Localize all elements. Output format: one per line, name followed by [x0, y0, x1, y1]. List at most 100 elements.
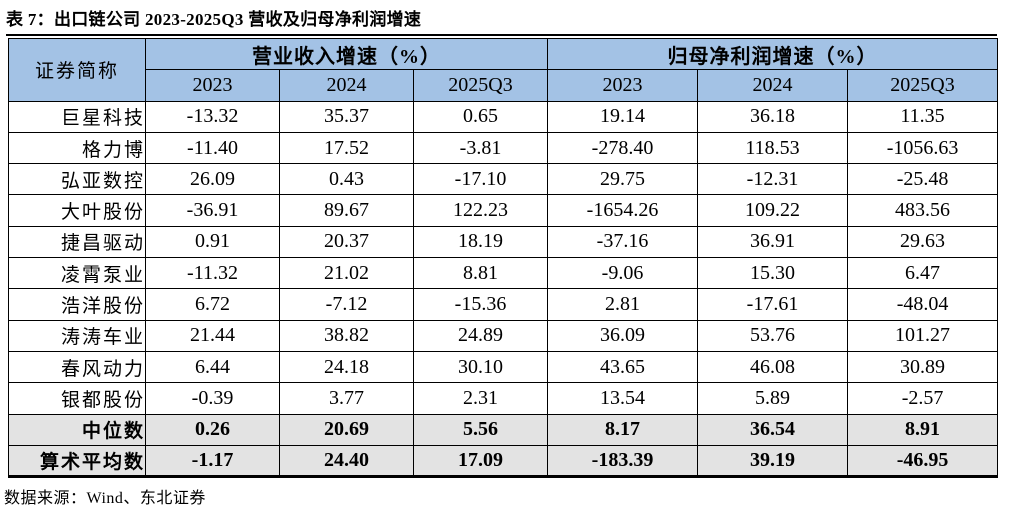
value-cell: -46.95	[847, 444, 999, 479]
value-cell: -3.81	[412, 131, 549, 165]
company-name-cell: 弘亚数控	[8, 163, 146, 196]
company-name-cell: 捷昌驱动	[8, 225, 146, 259]
value-cell: 39.19	[697, 444, 849, 479]
value-cell: -1056.63	[847, 131, 999, 165]
value-cell: 29.63	[847, 225, 999, 259]
value-cell: -7.12	[279, 288, 414, 321]
value-cell: -11.40	[145, 131, 280, 165]
value-cell: 21.44	[145, 319, 280, 352]
value-cell: -17.61	[697, 288, 849, 321]
company-name-cell: 大叶股份	[8, 194, 146, 227]
company-name-cell: 算术平均数	[8, 444, 146, 479]
value-cell: 20.37	[279, 225, 414, 259]
corner-header: 证券简称	[8, 38, 146, 102]
value-cell: 19.14	[547, 100, 699, 133]
value-cell: 3.77	[279, 382, 414, 415]
value-cell: 6.44	[145, 350, 280, 384]
company-name-cell: 巨星科技	[8, 100, 146, 133]
value-cell: 18.19	[412, 225, 549, 259]
value-cell: 30.89	[847, 350, 999, 384]
value-cell: 5.56	[412, 413, 549, 446]
value-cell: -2.57	[847, 382, 999, 415]
value-cell: 46.08	[697, 350, 849, 384]
value-cell: 0.65	[412, 100, 549, 133]
value-cell: 6.47	[847, 257, 999, 290]
value-cell: 109.22	[697, 194, 849, 227]
value-cell: 53.76	[697, 319, 849, 352]
table-row: 银都股份 -0.39 3.77 2.31 13.54 5.89 -2.57	[8, 382, 999, 415]
value-cell: -183.39	[547, 444, 699, 479]
value-cell: 8.91	[847, 413, 999, 446]
value-cell: 101.27	[847, 319, 999, 352]
value-cell: -37.16	[547, 225, 699, 259]
value-cell: -15.36	[412, 288, 549, 321]
table-row: 浩洋股份 6.72 -7.12 -15.36 2.81 -17.61 -48.04	[8, 288, 999, 321]
value-cell: 0.43	[279, 163, 414, 196]
value-cell: 483.56	[847, 194, 999, 227]
value-cell: 6.72	[145, 288, 280, 321]
value-cell: 36.91	[697, 225, 849, 259]
table-row: 格力博 -11.40 17.52 -3.81 -278.40 118.53 -1056.63	[8, 131, 999, 165]
value-cell: 30.10	[412, 350, 549, 384]
year-header-revenue-2024: 2024	[279, 69, 414, 102]
table-title: 表 7：出口链公司 2023-2025Q3 营收及归母净利润增速	[6, 3, 997, 36]
table-row: 大叶股份 -36.91 89.67 122.23 -1654.26 109.22 483.5…	[8, 194, 999, 227]
value-cell: 38.82	[279, 319, 414, 352]
summary-row: 中位数 0.26 20.69 5.56 8.17 36.54 8.91	[8, 413, 999, 446]
company-name-cell: 银都股份	[8, 382, 146, 415]
value-cell: 15.30	[697, 257, 849, 290]
year-header-profit-2023: 2023	[547, 69, 699, 102]
value-cell: 17.52	[279, 131, 414, 165]
value-cell: 20.69	[279, 413, 414, 446]
value-cell: -36.91	[145, 194, 280, 227]
value-cell: -48.04	[847, 288, 999, 321]
year-header-profit-2025q3: 2025Q3	[847, 69, 999, 102]
group-header-revenue: 营业收入增速（%）	[144, 37, 549, 71]
value-cell: 43.65	[547, 350, 699, 384]
company-name-cell: 春风动力	[8, 350, 146, 384]
value-cell: 24.89	[412, 319, 549, 352]
year-header-row: 2023 2024 2025Q3 2023 2024 2025Q3	[9, 69, 999, 102]
value-cell: 8.17	[547, 413, 699, 446]
value-cell: 2.31	[412, 382, 549, 415]
group-header-row: 证券简称 营业收入增速（%） 归母净利润增速（%）	[8, 37, 999, 102]
value-cell: 26.09	[145, 163, 280, 196]
value-cell: 36.09	[547, 319, 699, 352]
value-cell: 89.67	[279, 194, 414, 227]
value-cell: -12.31	[697, 163, 849, 196]
value-cell: -25.48	[847, 163, 999, 196]
value-cell: 36.18	[697, 100, 849, 133]
table-row: 凌霄泵业 -11.32 21.02 8.81 -9.06 15.30 6.47	[8, 257, 999, 290]
value-cell: 8.81	[412, 257, 549, 290]
company-name-cell: 格力博	[8, 131, 146, 165]
company-name-cell: 中位数	[8, 413, 146, 446]
value-cell: -278.40	[547, 131, 699, 165]
company-name-cell: 凌霄泵业	[8, 257, 146, 290]
company-name-cell: 涛涛车业	[8, 319, 146, 352]
value-cell: -1.17	[145, 444, 280, 479]
value-cell: 13.54	[547, 382, 699, 415]
value-cell: 17.09	[412, 444, 549, 479]
table-row: 巨星科技 -13.32 35.37 0.65 19.14 36.18 11.35	[8, 100, 999, 133]
data-source: 数据来源：Wind、东北证券	[4, 490, 206, 508]
value-cell: 118.53	[697, 131, 849, 165]
summary-row: 算术平均数 -1.17 24.40 17.09 -183.39 39.19 -46.95	[8, 444, 999, 479]
value-cell: 0.91	[145, 225, 280, 259]
year-header-revenue-2025q3: 2025Q3	[412, 69, 549, 102]
value-cell: -0.39	[145, 382, 280, 415]
table-row: 涛涛车业 21.44 38.82 24.89 36.09 53.76 101.27	[8, 319, 999, 352]
table-header: 证券简称 营业收入增速（%） 归母净利润增速（%） 2023 2024 2025…	[8, 37, 999, 102]
value-cell: 11.35	[847, 100, 999, 133]
value-cell: 29.75	[547, 163, 699, 196]
table-row: 捷昌驱动 0.91 20.37 18.19 -37.16 36.91 29.63	[8, 225, 999, 259]
value-cell: -13.32	[145, 100, 280, 133]
table-row: 春风动力 6.44 24.18 30.10 43.65 46.08 30.89	[8, 350, 999, 384]
value-cell: -9.06	[547, 257, 699, 290]
value-cell: 21.02	[279, 257, 414, 290]
value-cell: 122.23	[412, 194, 549, 227]
value-cell: 5.89	[697, 382, 849, 415]
value-cell: -11.32	[145, 257, 280, 290]
year-header-profit-2024: 2024	[697, 69, 849, 102]
value-cell: 36.54	[697, 413, 849, 446]
